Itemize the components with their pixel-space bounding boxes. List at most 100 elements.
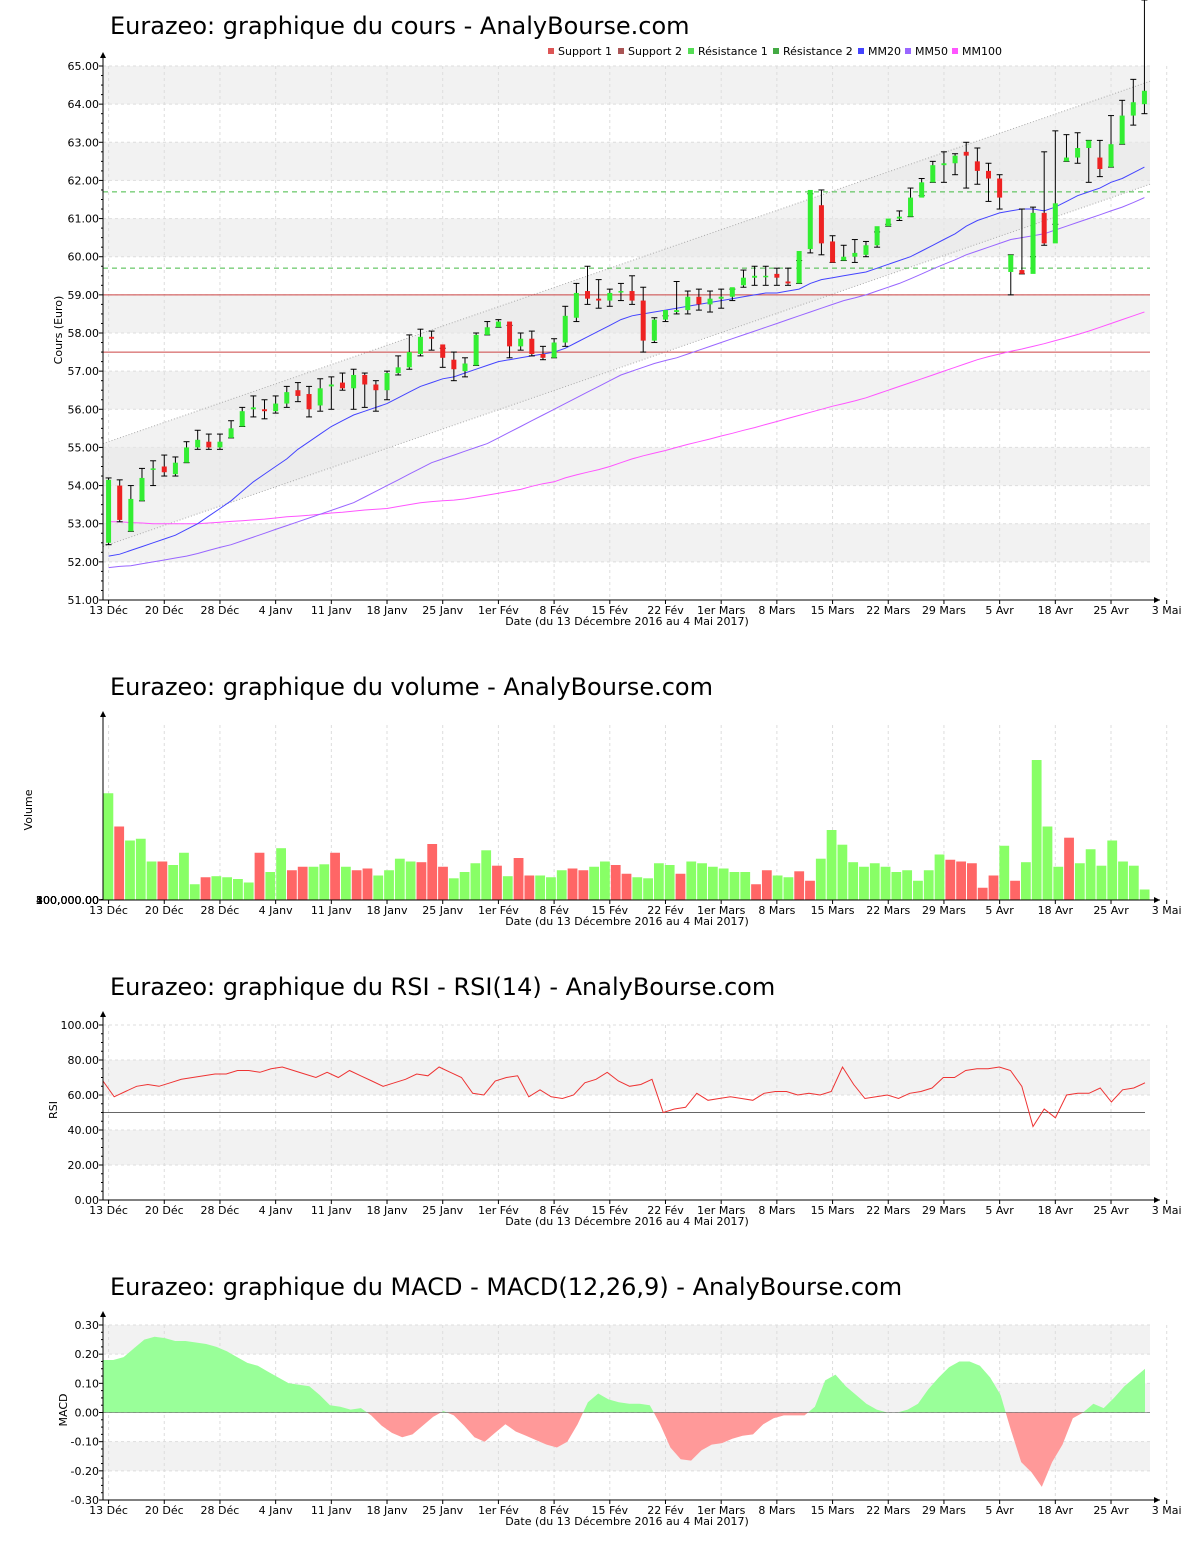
candle-body	[351, 375, 356, 388]
candle-body	[607, 293, 612, 301]
rsi-band	[103, 1130, 1150, 1165]
candle-body	[195, 440, 200, 448]
candle-body	[529, 339, 534, 354]
candle-body	[652, 320, 657, 341]
price-y-tick-label: 60.00	[68, 251, 100, 264]
price-x-tick-label: 3 Mai	[1152, 604, 1182, 617]
volume-bar	[762, 870, 772, 900]
price-x-tick-label: 25 Janv	[422, 604, 463, 617]
candle-body	[964, 152, 969, 156]
volume-bar	[1064, 838, 1074, 900]
volume-bar	[708, 867, 718, 900]
candle-body	[318, 388, 323, 405]
candle-body	[139, 478, 144, 501]
volume-bar	[427, 844, 437, 900]
volume-bar	[363, 869, 373, 901]
volume-bar	[352, 870, 362, 900]
macd-x-tick-label: 5 Avr	[985, 1504, 1014, 1517]
candle-body	[875, 226, 880, 245]
macd-y-tick-label: -0.10	[71, 1436, 99, 1449]
candle-body	[1008, 255, 1013, 272]
rsi-x-tick-label: 28 Déc	[201, 1204, 240, 1217]
volume-bar	[546, 877, 556, 900]
macd-x-axis-label: Date (du 13 Décembre 2016 au 4 Mai 2017)	[505, 1515, 749, 1528]
volume-bar	[136, 839, 146, 900]
candle-body	[295, 390, 300, 396]
legend-swatch-support-1	[548, 48, 554, 54]
volume-bar	[222, 877, 232, 900]
macd-chart-title: Eurazeo: graphique du MACD - MACD(12,26,…	[110, 1273, 902, 1301]
rsi-y-tick-label: 80.00	[68, 1054, 100, 1067]
macd-y-tick-label: 0.30	[75, 1319, 100, 1332]
volume-bar	[319, 864, 329, 900]
volume-bar	[945, 860, 955, 900]
rsi-x-tick-label: 8 Mars	[758, 1204, 795, 1217]
rsi-x-axis-label: Date (du 13 Décembre 2016 au 4 Mai 2017)	[505, 1215, 749, 1228]
price-y-tick-label: 65.00	[68, 60, 100, 73]
volume-bar	[438, 867, 448, 900]
volume-bar	[211, 876, 221, 900]
candle-body	[184, 447, 189, 462]
price-y-tick-label: 53.00	[68, 518, 100, 531]
candle-body	[385, 373, 390, 390]
volume-bar	[395, 859, 405, 900]
volume-bar	[837, 845, 847, 900]
volume-bar	[978, 888, 988, 900]
macd-x-tick-label: 20 Déc	[145, 1504, 184, 1517]
volume-x-tick-label: 22 Mars	[866, 904, 910, 917]
candle-body	[563, 316, 568, 343]
price-chart-title: Eurazeo: graphique du cours - AnalyBours…	[110, 12, 690, 40]
volume-bar	[1097, 866, 1107, 900]
volume-bar	[859, 867, 869, 900]
volume-bar	[622, 874, 632, 900]
volume-bar	[913, 881, 923, 900]
volume-bar	[406, 862, 416, 901]
candle-body	[897, 217, 902, 219]
candle-body	[1019, 270, 1024, 274]
macd-y-axis-label: MACD	[57, 1394, 70, 1427]
volume-bar	[967, 863, 977, 900]
volume-x-tick-label: 18 Avr	[1038, 904, 1074, 917]
volume-bar	[157, 862, 167, 901]
volume-bar	[449, 878, 459, 900]
volume-bar	[924, 870, 934, 900]
volume-bar	[568, 869, 578, 901]
volume-bar	[956, 862, 966, 901]
macd-chart: Eurazeo: graphique du MACD - MACD(12,26,…	[57, 1273, 1182, 1528]
volume-x-tick-label: 3 Mai	[1152, 904, 1182, 917]
macd-negative-area	[367, 1413, 441, 1438]
rsi-x-tick-label: 20 Déc	[145, 1204, 184, 1217]
price-y-axis-arrow	[100, 52, 106, 58]
macd-x-tick-label: 25 Janv	[422, 1504, 463, 1517]
candle-body	[763, 276, 768, 278]
volume-bar	[676, 874, 686, 900]
candle-body	[540, 354, 545, 358]
volume-bar	[784, 877, 794, 900]
candle-body	[630, 291, 635, 301]
volume-bar	[524, 876, 534, 901]
volume-x-tick-label: 11 Janv	[311, 904, 352, 917]
volume-x-tick-label: 5 Avr	[985, 904, 1014, 917]
rsi-chart-title: Eurazeo: graphique du RSI - RSI(14) - An…	[110, 973, 775, 1001]
price-x-tick-label: 29 Mars	[922, 604, 966, 617]
candle-body	[1064, 158, 1069, 162]
volume-bar	[881, 867, 891, 900]
candle-body	[418, 337, 423, 354]
price-y-tick-label: 52.00	[68, 556, 100, 569]
volume-bar	[989, 876, 999, 901]
volume-bar	[417, 862, 427, 900]
candle-body	[518, 339, 523, 347]
candle-body	[240, 411, 245, 426]
candle-body	[663, 310, 668, 320]
candle-body	[329, 384, 334, 386]
macd-x-tick-label: 8 Mars	[758, 1504, 795, 1517]
candle-body	[741, 278, 746, 286]
candle-body	[986, 171, 991, 179]
candle-body	[128, 499, 133, 531]
legend-swatch-resistance-2	[773, 48, 779, 54]
macd-y-tick-label: 0.20	[75, 1348, 100, 1361]
volume-x-tick-label: 25 Avr	[1093, 904, 1129, 917]
volume-bar	[298, 867, 308, 900]
candle-body	[886, 219, 891, 227]
candle-body	[373, 384, 378, 390]
